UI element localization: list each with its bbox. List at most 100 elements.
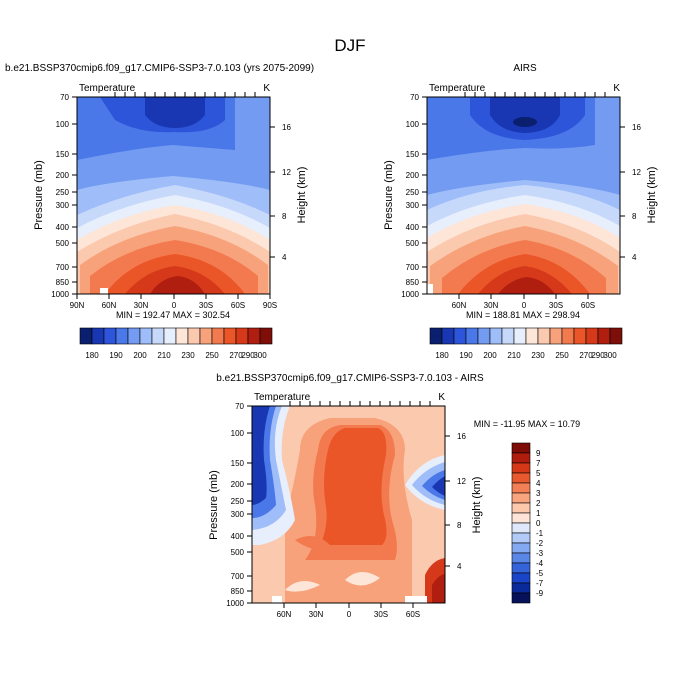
x-tick-label: 30S <box>374 610 388 619</box>
missing-data <box>100 288 108 294</box>
colorbar-label: 1 <box>536 509 541 518</box>
field-layer <box>490 97 560 133</box>
y-tick-label: 100 <box>56 120 70 129</box>
colorbar-label: 200 <box>483 351 497 360</box>
x-tick-label: 90S <box>263 301 277 310</box>
colorbar-box <box>511 472 531 484</box>
colorbar-box <box>609 327 623 345</box>
x-axis: 60N 30N 0 30S 60S <box>277 603 420 619</box>
colorbar-box <box>525 327 539 345</box>
x-tick-label: 30N <box>309 610 324 619</box>
colorbar-label: 230 <box>531 351 545 360</box>
colorbar-box <box>511 492 531 504</box>
colorbar-label: -1 <box>536 529 544 538</box>
colorbar-label: 300 <box>253 351 267 360</box>
colorbar-box <box>127 327 141 345</box>
colorbar-box <box>223 327 237 345</box>
colorbar-box <box>477 327 491 345</box>
colorbar-box <box>259 327 273 345</box>
y-tick-label: 70 <box>410 93 419 102</box>
colorbar-label: 180 <box>435 351 449 360</box>
colorbar: 180 190 200 210 230 250 270 290 300 <box>79 327 273 360</box>
right-label: K <box>263 83 270 94</box>
colorbar-box <box>91 327 105 345</box>
field-layer <box>320 428 387 545</box>
colorbar-box <box>511 552 531 564</box>
missing-data <box>427 284 433 294</box>
panel-obs-field <box>427 97 620 294</box>
x-axis: 90N 60N 30N 0 30S 60S 90S <box>70 294 277 310</box>
y-tick-label: 850 <box>231 587 245 596</box>
panel-obs: AIRS Temperatu <box>383 63 658 360</box>
y-tick-label: 250 <box>406 188 420 197</box>
colorbar-box <box>465 327 479 345</box>
x-tick-label: 60S <box>406 610 420 619</box>
x-tick-label: 0 <box>347 610 352 619</box>
height-axis-title: Height (km) <box>471 477 483 534</box>
y-axis-title: Pressure (mb) <box>383 160 395 230</box>
x-tick-label: 30N <box>484 301 499 310</box>
colorbar-label: 2 <box>536 499 541 508</box>
y-axis-title: Pressure (mb) <box>208 470 220 540</box>
height-tick-label: 8 <box>282 212 287 221</box>
y-tick-label: 70 <box>235 402 244 411</box>
y-tick-label: 250 <box>231 497 245 506</box>
left-label: Temperature <box>429 83 486 94</box>
y-axis: 70 100 150 200 250 300 400 500 700 850 1… <box>226 402 252 608</box>
x-tick-label: 30S <box>199 301 213 310</box>
height-tick-label: 8 <box>457 521 462 530</box>
field-layer <box>150 276 205 294</box>
panel-difference-plot <box>251 405 446 604</box>
top-ticks <box>289 401 431 406</box>
colorbar-box <box>549 327 563 345</box>
height-axis-title: Height (km) <box>646 167 658 224</box>
y-axis: 70 100 150 200 250 300 400 500 700 850 1… <box>51 93 77 299</box>
figure-title: DJF <box>334 36 365 55</box>
panel-model: b.e21.BSSP370cmip6.f09_g17.CMIP6-SSP3-7.… <box>5 63 314 360</box>
y-tick-label: 850 <box>406 278 420 287</box>
right-label: K <box>438 392 445 403</box>
x-tick-label: 30S <box>549 301 563 310</box>
height-axis: 16 12 8 4 <box>445 432 466 571</box>
missing-data <box>405 596 427 603</box>
height-tick-label: 12 <box>632 168 641 177</box>
x-tick-label: 60S <box>581 301 595 310</box>
panel-model-title: b.e21.BSSP370cmip6.f09_g17.CMIP6-SSP3-7.… <box>5 63 314 74</box>
y-tick-label: 700 <box>56 263 70 272</box>
field-layer <box>145 97 205 128</box>
height-tick-label: 8 <box>632 212 637 221</box>
field-layer <box>345 571 380 586</box>
colorbar: 180 190 200 210 230 250 270 290 300 <box>429 327 623 360</box>
colorbar-box <box>537 327 551 345</box>
height-tick-label: 4 <box>632 253 637 262</box>
panel-difference-title: b.e21.BSSP370cmip6.f09_g17.CMIP6-SSP3-7.… <box>216 373 484 384</box>
height-tick-label: 12 <box>282 168 291 177</box>
y-axis-title: Pressure (mb) <box>33 160 45 230</box>
panel-difference-field <box>252 406 445 603</box>
stats-label: MIN = -11.95 MAX = 10.79 <box>474 419 580 429</box>
colorbar-label: 210 <box>157 351 171 360</box>
height-tick-label: 16 <box>457 432 466 441</box>
y-tick-label: 100 <box>231 429 245 438</box>
colorbar-label: 5 <box>536 469 541 478</box>
colorbar-box <box>511 442 531 454</box>
panel-obs-plot <box>426 96 621 295</box>
colorbar-label: 250 <box>555 351 569 360</box>
height-tick-label: 4 <box>282 253 287 262</box>
height-axis: 16 12 8 4 <box>270 123 291 262</box>
colorbar-label: -4 <box>536 559 544 568</box>
colorbar-box <box>511 522 531 534</box>
colorbar-box <box>513 327 527 345</box>
colorbar-label: 250 <box>205 351 219 360</box>
y-tick-label: 400 <box>406 223 420 232</box>
colorbar-box <box>511 512 531 524</box>
colorbar-label: 210 <box>507 351 521 360</box>
field-layer <box>498 277 555 294</box>
x-tick-label: 60N <box>452 301 467 310</box>
y-tick-label: 500 <box>406 239 420 248</box>
colorbar-box <box>139 327 153 345</box>
height-axis-title: Height (km) <box>296 167 308 224</box>
colorbar-box <box>511 572 531 584</box>
y-tick-label: 500 <box>56 239 70 248</box>
colorbar-box <box>511 462 531 474</box>
